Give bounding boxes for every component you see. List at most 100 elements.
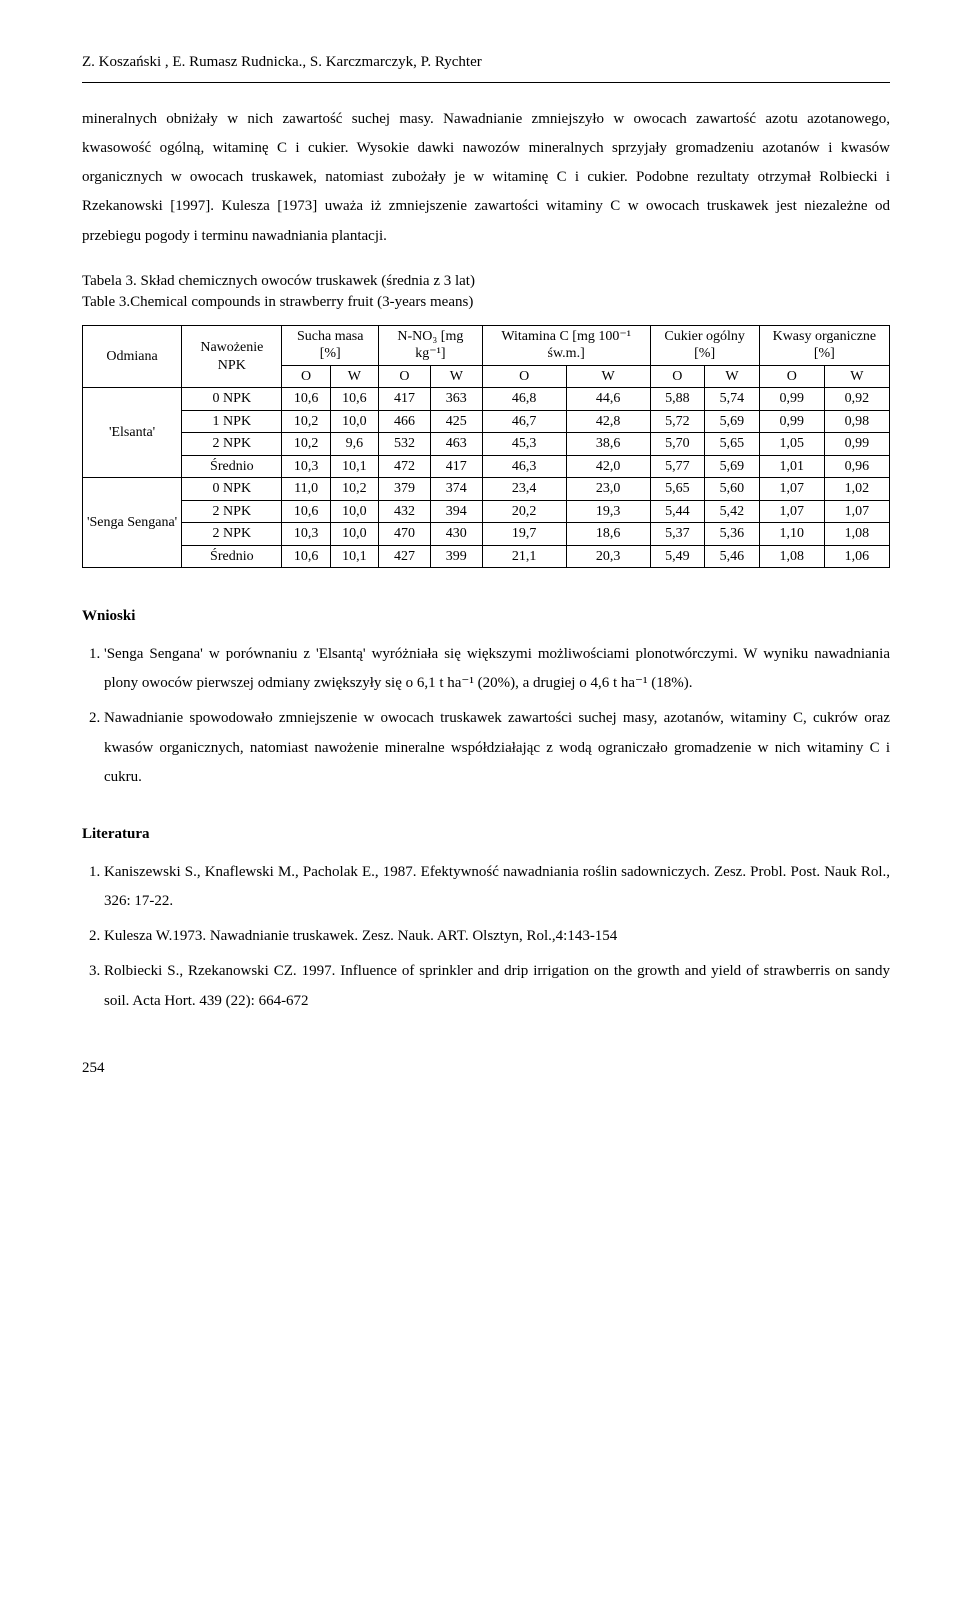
th-odmiana: Odmiana	[83, 325, 182, 388]
row-label: 0 NPK	[182, 388, 282, 411]
row-label: 2 NPK	[182, 523, 282, 546]
wnioski-list: 'Senga Sengana' w porównaniu z 'Elsantą'…	[82, 640, 890, 792]
cell: 10,3	[282, 455, 330, 478]
th-ow: W	[824, 365, 889, 388]
table-row: 2 NPK10,610,043239420,219,35,445,421,071…	[83, 500, 890, 523]
cell: 20,2	[482, 500, 566, 523]
cell: 10,1	[330, 455, 378, 478]
cell: 466	[379, 410, 431, 433]
cell: 21,1	[482, 545, 566, 568]
cell: 42,8	[566, 410, 650, 433]
th-ow: W	[705, 365, 760, 388]
cell: 10,6	[282, 500, 330, 523]
cell: 5,65	[705, 433, 760, 456]
cell: 23,4	[482, 478, 566, 501]
cell: 5,77	[650, 455, 705, 478]
cell: 1,10	[759, 523, 824, 546]
cell: 379	[379, 478, 431, 501]
cell: 18,6	[566, 523, 650, 546]
th-nawozenie: Nawożenie NPK	[182, 325, 282, 388]
literatura-item: Kaniszewski S., Knaflewski M., Pacholak …	[104, 858, 890, 917]
cell: 1,07	[759, 478, 824, 501]
row-label: 0 NPK	[182, 478, 282, 501]
th-nno3: N-NO₃ [mg kg⁻¹]	[379, 325, 483, 365]
literatura-item: Kulesza W.1973. Nawadnianie truskawek. Z…	[104, 922, 890, 951]
cell: 46,8	[482, 388, 566, 411]
wnioski-heading: Wnioski	[82, 604, 890, 630]
cell: 19,3	[566, 500, 650, 523]
cell: 1,07	[824, 500, 889, 523]
cell: 5,42	[705, 500, 760, 523]
cell: 5,88	[650, 388, 705, 411]
cell: 394	[430, 500, 482, 523]
cell: 417	[430, 455, 482, 478]
table-row: 'Senga Sengana'0 NPK11,010,237937423,423…	[83, 478, 890, 501]
cell: 472	[379, 455, 431, 478]
table-row: 2 NPK10,310,047043019,718,65,375,361,101…	[83, 523, 890, 546]
cell: 10,6	[330, 388, 378, 411]
cell: 10,6	[282, 388, 330, 411]
cell: 10,3	[282, 523, 330, 546]
cell: 1,06	[824, 545, 889, 568]
cell: 10,1	[330, 545, 378, 568]
cell: 42,0	[566, 455, 650, 478]
cell: 5,69	[705, 410, 760, 433]
cell: 430	[430, 523, 482, 546]
cell: 5,65	[650, 478, 705, 501]
table-caption-pl: Tabela 3. Skład chemicznych owoców trusk…	[82, 273, 475, 289]
table-row: Średnio10,310,147241746,342,05,775,691,0…	[83, 455, 890, 478]
cell: 0,99	[824, 433, 889, 456]
row-label: 2 NPK	[182, 500, 282, 523]
table-chemical-compounds: Odmiana Nawożenie NPK Sucha masa [%] N-N…	[82, 325, 890, 569]
cell: 1,08	[759, 545, 824, 568]
th-ow: W	[330, 365, 378, 388]
table-caption-en: Table 3.Chemical compounds in strawberry…	[82, 294, 473, 310]
cell: 46,3	[482, 455, 566, 478]
cell: 374	[430, 478, 482, 501]
row-label: Średnio	[182, 455, 282, 478]
cell: 463	[430, 433, 482, 456]
cell: 363	[430, 388, 482, 411]
cell: 10,0	[330, 500, 378, 523]
cell: 10,2	[282, 410, 330, 433]
cell: 1,07	[759, 500, 824, 523]
cell: 10,6	[282, 545, 330, 568]
cell: 0,98	[824, 410, 889, 433]
cell: 399	[430, 545, 482, 568]
th-ow: O	[650, 365, 705, 388]
th-ow: O	[482, 365, 566, 388]
cell: 1,05	[759, 433, 824, 456]
literatura-item: Rolbiecki S., Rzekanowski CZ. 1997. Infl…	[104, 957, 890, 1016]
table-body: 'Elsanta'0 NPK10,610,641736346,844,65,88…	[83, 388, 890, 568]
wnioski-item: Nawadnianie spowodowało zmniejszenie w o…	[104, 704, 890, 792]
cell: 470	[379, 523, 431, 546]
cell: 532	[379, 433, 431, 456]
th-sucha: Sucha masa [%]	[282, 325, 379, 365]
th-witc: Witamina C [mg 100⁻¹ św.m.]	[482, 325, 650, 365]
cell: 11,0	[282, 478, 330, 501]
table-row: Średnio10,610,142739921,120,35,495,461,0…	[83, 545, 890, 568]
cell: 0,99	[759, 388, 824, 411]
cell: 23,0	[566, 478, 650, 501]
th-ow: W	[566, 365, 650, 388]
literatura-list: Kaniszewski S., Knaflewski M., Pacholak …	[82, 858, 890, 1016]
cell: 5,37	[650, 523, 705, 546]
body-paragraph-1: mineralnych obniżały w nich zawartość su…	[82, 105, 890, 251]
cell: 5,46	[705, 545, 760, 568]
group-label: 'Elsanta'	[83, 388, 182, 478]
cell: 5,44	[650, 500, 705, 523]
cell: 1,08	[824, 523, 889, 546]
cell: 5,49	[650, 545, 705, 568]
page-number: 254	[82, 1056, 890, 1082]
header-rule	[82, 82, 890, 83]
cell: 46,7	[482, 410, 566, 433]
cell: 427	[379, 545, 431, 568]
cell: 0,96	[824, 455, 889, 478]
cell: 5,36	[705, 523, 760, 546]
cell: 1,02	[824, 478, 889, 501]
cell: 45,3	[482, 433, 566, 456]
cell: 5,74	[705, 388, 760, 411]
cell: 44,6	[566, 388, 650, 411]
authors-line: Z. Koszański , E. Rumasz Rudnicka., S. K…	[82, 50, 890, 76]
cell: 10,2	[282, 433, 330, 456]
